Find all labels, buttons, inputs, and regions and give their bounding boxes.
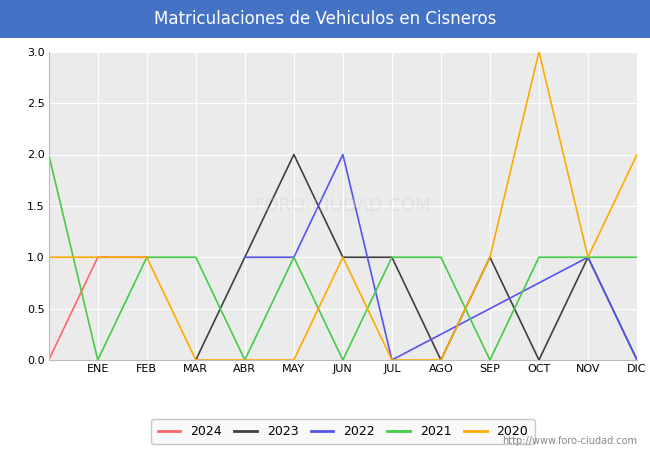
Text: http://www.foro-ciudad.com: http://www.foro-ciudad.com [502, 436, 637, 446]
Text: FORO-CIUDAD.COM: FORO-CIUDAD.COM [255, 197, 431, 215]
Text: Matriculaciones de Vehiculos en Cisneros: Matriculaciones de Vehiculos en Cisneros [154, 10, 496, 28]
Legend: 2024, 2023, 2022, 2021, 2020: 2024, 2023, 2022, 2021, 2020 [151, 418, 534, 444]
